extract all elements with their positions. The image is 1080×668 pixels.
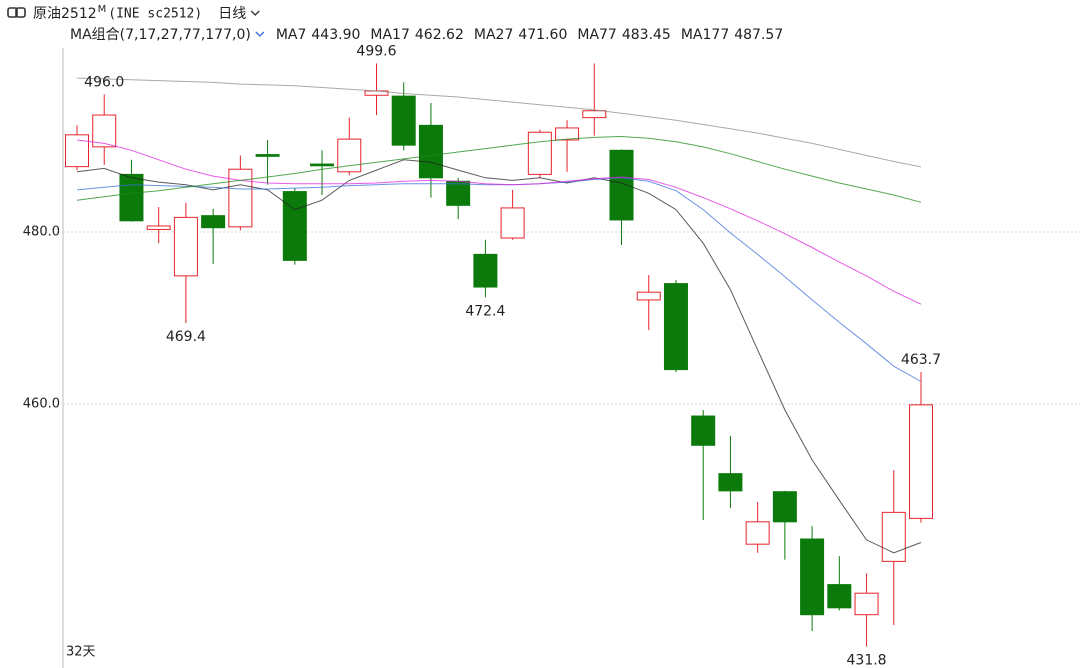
- extreme-label: 469.4: [166, 329, 206, 345]
- legend-value: 487.57: [734, 27, 783, 43]
- legend-name: MA17: [370, 27, 409, 43]
- candle-body: [718, 473, 743, 492]
- candle-body: [119, 173, 144, 222]
- ma-line: [76, 159, 922, 554]
- candle-body: [473, 253, 498, 288]
- candle-body: [555, 127, 580, 141]
- period-selector[interactable]: 日线: [218, 6, 246, 22]
- candle-body: [337, 138, 362, 173]
- symbol-name[interactable]: 原油2512: [33, 6, 97, 22]
- dropdown-chevron[interactable]: [255, 31, 265, 37]
- candle-body: [582, 110, 607, 119]
- candle-body: [418, 124, 443, 179]
- y-tick-label: 480.0: [23, 225, 60, 240]
- ma-group[interactable]: MA组合(7,17,27,77,177,0): [70, 27, 251, 43]
- legend-name: MA177: [681, 27, 729, 43]
- ma-line: [76, 177, 922, 382]
- candle-body: [663, 283, 688, 371]
- candle-body: [854, 592, 879, 616]
- candle-body: [772, 491, 797, 523]
- legend-name: MA27: [474, 27, 513, 43]
- extreme-label: 499.6: [356, 43, 396, 59]
- contract-code: (INE sc2512): [108, 7, 202, 22]
- ma-line: [76, 139, 922, 305]
- ma-line: [76, 135, 922, 203]
- candle-body: [228, 168, 253, 228]
- candle-body: [500, 207, 525, 239]
- ma-line: [76, 77, 922, 168]
- candle-body: [310, 163, 335, 167]
- legend-value: 471.60: [518, 27, 567, 43]
- symbol-icon[interactable]: [7, 7, 26, 18]
- legend-name: MA7: [276, 27, 307, 43]
- legend-name: MA77: [577, 27, 616, 43]
- candle-body: [92, 114, 117, 148]
- candle-body: [146, 225, 171, 230]
- candle-body: [201, 215, 226, 229]
- candle-body: [65, 134, 89, 168]
- candle-body: [609, 149, 634, 221]
- candle-body: [391, 95, 416, 146]
- contract-marker: M: [98, 4, 107, 15]
- candle-body: [909, 404, 933, 519]
- candle-body: [745, 521, 770, 545]
- candle-body: [881, 511, 906, 562]
- candle-body: [282, 191, 307, 261]
- candle-body: [691, 415, 716, 446]
- candle-body: [636, 291, 661, 301]
- extreme-label: 463.7: [901, 352, 941, 368]
- extreme-label: 431.8: [847, 653, 887, 668]
- legend-value: 483.45: [622, 27, 671, 43]
- candle-body: [527, 131, 552, 175]
- legend-value: 443.90: [311, 27, 360, 43]
- extreme-label: 472.4: [465, 303, 505, 319]
- extreme-label: 496.0: [84, 74, 124, 90]
- legend-value: 462.62: [415, 27, 464, 43]
- candle-body: [255, 154, 280, 157]
- bar-count: 32天: [66, 645, 96, 660]
- candle-body: [827, 584, 852, 609]
- candle-body: [446, 180, 471, 206]
- candle-body: [173, 216, 198, 277]
- candle-body: [800, 538, 825, 616]
- y-tick-label: 460.0: [23, 397, 60, 412]
- dropdown-chevron[interactable]: [250, 10, 260, 16]
